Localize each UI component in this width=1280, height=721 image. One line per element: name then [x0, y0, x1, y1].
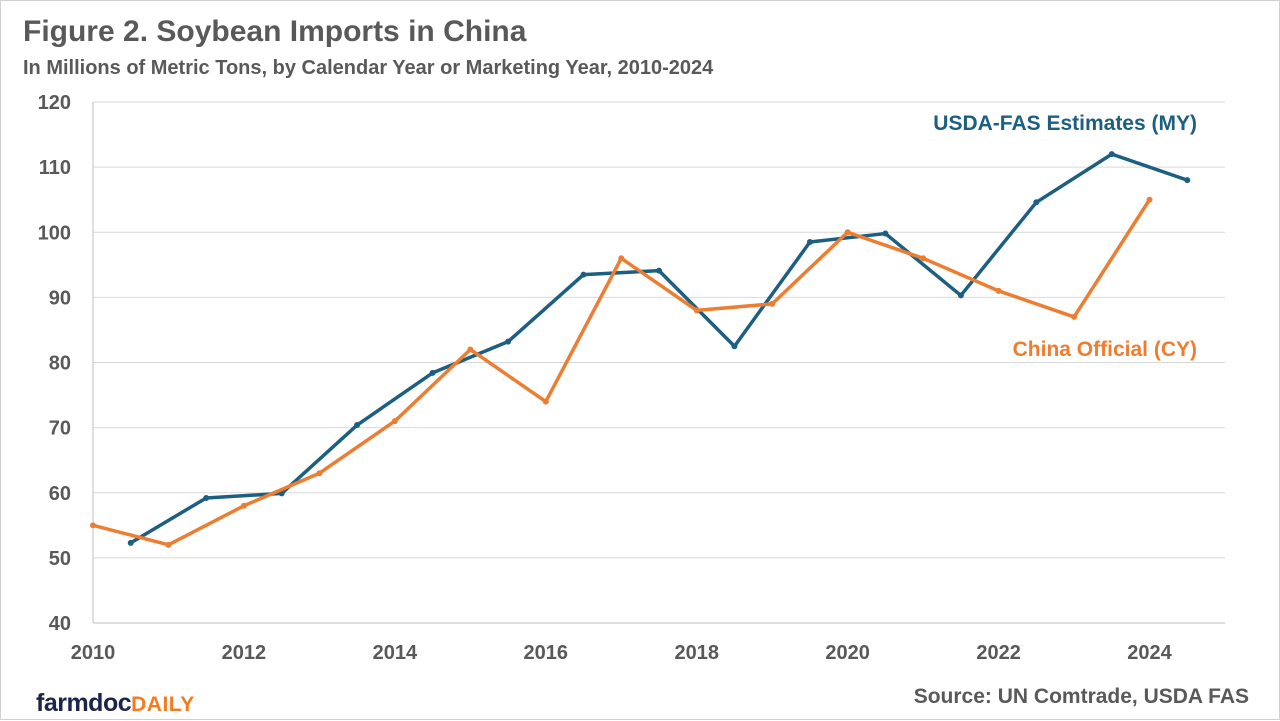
data-point	[920, 255, 927, 262]
x-tick-label: 2016	[524, 642, 569, 664]
y-tick-label: 70	[49, 418, 71, 440]
data-point	[165, 541, 172, 548]
source-note: Source: UN Comtrade, USDA FAS	[913, 685, 1249, 708]
data-point	[1071, 313, 1078, 320]
x-tick-label: 2012	[222, 642, 267, 664]
y-tick-label: 100	[38, 222, 71, 244]
data-point	[127, 539, 134, 546]
x-tick-label: 2022	[976, 642, 1021, 664]
logo-text-farmdoc: farmdoc	[36, 689, 132, 717]
data-point	[203, 494, 210, 501]
data-point	[731, 343, 738, 350]
y-tick-label: 110	[39, 157, 71, 179]
data-point	[693, 307, 700, 314]
data-point	[580, 271, 587, 278]
data-point	[467, 346, 474, 353]
data-point	[1033, 199, 1040, 206]
data-point	[505, 338, 512, 345]
data-point	[995, 287, 1002, 294]
data-point	[391, 418, 398, 425]
farmdoc-daily-logo: farmdocDAILY	[36, 689, 195, 718]
data-point	[1108, 151, 1115, 158]
data-point	[316, 470, 323, 477]
x-tick-label: 2024	[1127, 642, 1172, 664]
data-point	[618, 255, 625, 262]
data-point	[769, 300, 776, 307]
x-tick-label: 2014	[373, 642, 418, 664]
data-point	[1146, 196, 1153, 203]
series-label: USDA-FAS Estimates (MY)	[933, 112, 1197, 135]
data-point	[1184, 177, 1191, 184]
x-tick-label: 2018	[674, 642, 719, 664]
y-tick-label: 120	[38, 92, 71, 114]
data-point	[806, 239, 813, 246]
series-label: China Official (CY)	[1013, 338, 1197, 361]
data-point	[656, 267, 662, 274]
x-tick-label: 2010	[71, 642, 116, 664]
y-tick-label: 40	[49, 613, 71, 635]
y-tick-label: 80	[49, 353, 71, 375]
y-tick-label: 60	[49, 483, 71, 505]
chart-title: Figure 2. Soybean Imports in China	[23, 15, 527, 48]
data-point	[844, 229, 851, 236]
chart-subtitle: In Millions of Metric Tons, by Calendar …	[23, 57, 714, 79]
data-point	[354, 422, 361, 429]
y-tick-label: 90	[49, 287, 71, 309]
data-point	[90, 522, 96, 529]
data-point	[240, 502, 247, 509]
data-point	[882, 230, 889, 237]
data-point	[542, 398, 549, 405]
data-point	[957, 292, 964, 299]
data-point	[429, 369, 436, 376]
logo-text-daily: DAILY	[131, 693, 195, 716]
y-tick-label: 50	[49, 548, 71, 570]
x-tick-label: 2020	[825, 642, 870, 664]
